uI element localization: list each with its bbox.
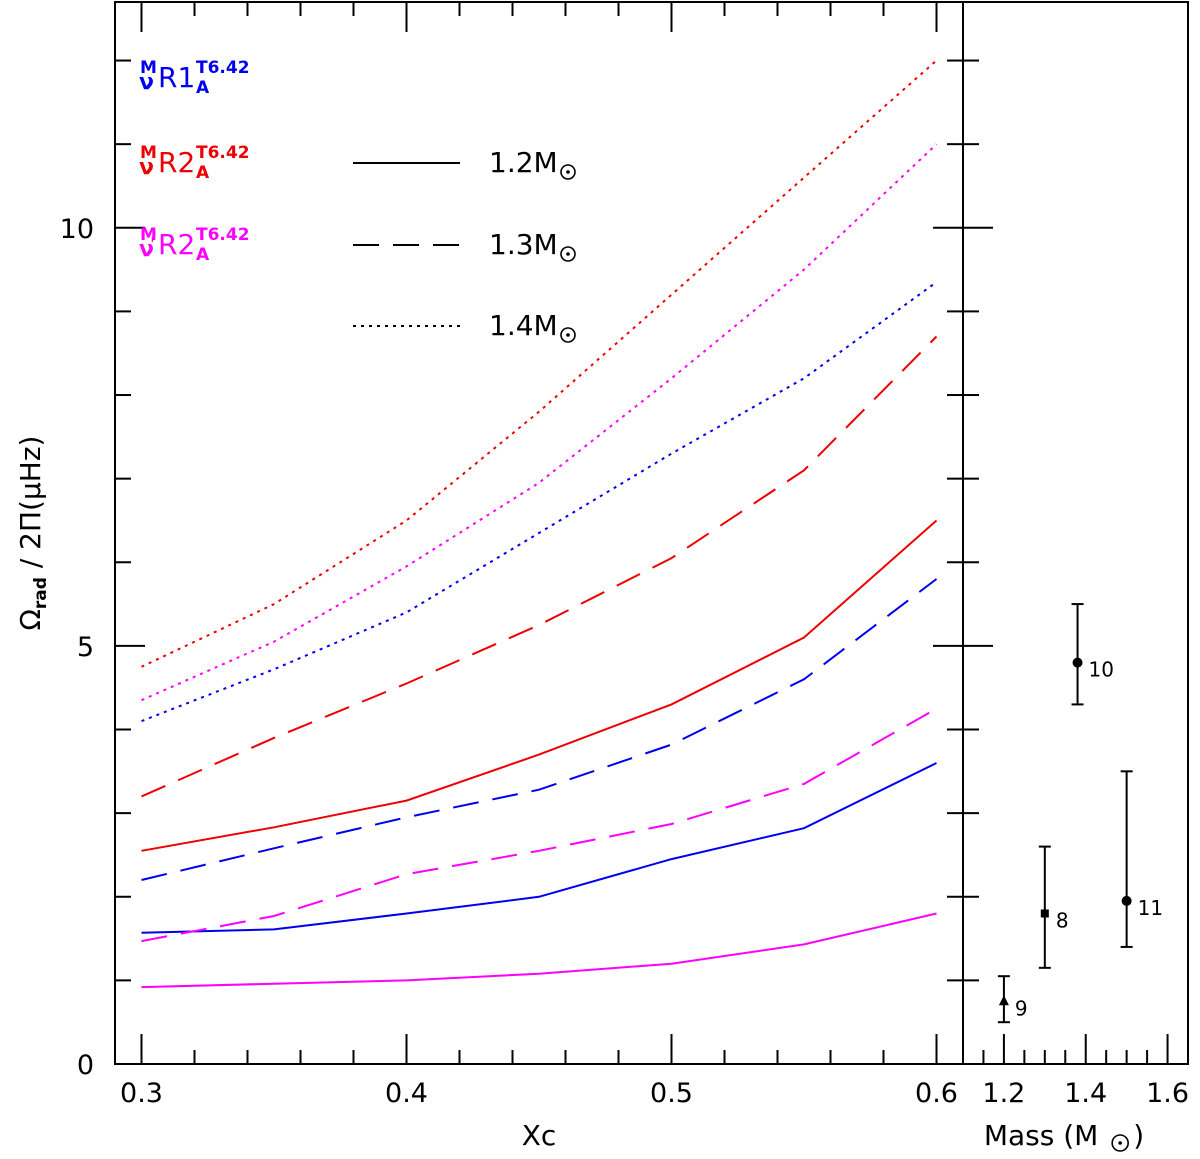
marker-circle: [1072, 657, 1083, 668]
marker-circle: [1121, 895, 1132, 906]
y-axis-sub: rad: [31, 577, 51, 609]
series-label-sup: T6.42: [196, 58, 250, 78]
sun-dot: [1118, 1141, 1122, 1145]
point-label: 9: [1015, 996, 1028, 1020]
x-tick-label: 0.3: [120, 1078, 163, 1109]
data-point-10: 10: [1071, 603, 1114, 706]
series-line-4: [141, 335, 938, 798]
left-x-tick-labels: 0.3 0.4 0.5 0.6: [120, 1078, 958, 1109]
legend-value: 1.2: [489, 146, 534, 179]
series-label-2: ν'M R2 T6.42A: [139, 225, 250, 265]
legend-entry-1: 1.3M: [353, 228, 576, 262]
mass-tick-label: 1.2: [982, 1078, 1025, 1109]
right-plot-frame: [962, 1, 1189, 1065]
legend-sun-icon: [560, 327, 576, 343]
series-label-0: νM R1 T6.42A: [139, 58, 250, 98]
legend-sun-icon: [560, 164, 576, 180]
mass-tick-label: 1.6: [1146, 1078, 1189, 1109]
right-axis-ticks: [963, 59, 1169, 1065]
marker-triangle: [998, 995, 1009, 1006]
series-label-sub: A: [196, 78, 210, 98]
mass-axis-close: ): [1133, 1119, 1144, 1152]
legend-value: 1.3: [489, 228, 534, 261]
y-axis-rest: / 2Π(μHz): [14, 436, 47, 578]
legend-entry-0: 1.2M: [353, 146, 576, 180]
x-tick-label: 0.4: [385, 1078, 428, 1109]
series-line-5: [141, 59, 938, 668]
legend-unit: M: [534, 228, 558, 261]
x-axis-title: Xc: [522, 1119, 557, 1152]
legend-label: 1.3M: [489, 228, 558, 261]
series-label-sup: T6.42: [196, 225, 250, 245]
sun-dot: [566, 170, 570, 174]
series-line-2: [141, 281, 938, 723]
y-axis-title: Ωrad / 2Π(μHz): [14, 436, 51, 631]
legend-entry-2: 1.4M: [353, 309, 576, 343]
series-label-nu: ν: [139, 155, 154, 180]
x-tick-label: 0.6: [915, 1078, 958, 1109]
y-axis-omega: Ω: [14, 609, 47, 630]
sun-ring: [1111, 1134, 1129, 1152]
series-line-8: [141, 143, 938, 702]
legend-value: 1.4: [489, 309, 534, 342]
mass-axis-sun-gap: [1124, 1119, 1133, 1152]
mass-axis-label: Mass (M: [984, 1119, 1098, 1152]
x-tick-label: 0.5: [650, 1078, 693, 1109]
sun-ring: [560, 327, 576, 343]
data-point-11: 11: [1120, 770, 1163, 948]
mass-axis-title: Mass (M ): [984, 1119, 1144, 1152]
series-label-name: R1: [158, 61, 195, 94]
series-label-prime: ': [150, 234, 155, 255]
legend-label: 1.2M: [489, 146, 558, 179]
y-tick-label: 10: [60, 214, 94, 245]
left-axis-ticks: [115, 2, 963, 1065]
series-label-1: νM R2 T6.42A: [139, 143, 250, 183]
legend-unit: M: [534, 146, 558, 179]
series-label-nu: ν: [139, 70, 154, 95]
data-point-9: 9: [997, 975, 1028, 1024]
y-tick-label: 0: [77, 1050, 94, 1081]
legend-label: 1.4M: [489, 309, 558, 342]
series-label-nu: ν: [139, 237, 154, 262]
series-label-name: R2: [158, 228, 195, 261]
legend-sun-icon: [560, 246, 576, 262]
legend: 1.2M1.3M1.4M: [353, 146, 576, 343]
right-panel: 1.2 1.4 1.6 9 8 10 11 Mass (M ): [962, 1, 1189, 1152]
marker-square: [1040, 909, 1049, 918]
mass-sun-icon: [1111, 1134, 1129, 1152]
mass-sun-symbol: [1111, 1134, 1129, 1152]
series-line-1: [141, 578, 938, 881]
series-label-sup-left: M: [140, 225, 157, 245]
sun-dot: [566, 252, 570, 256]
mass-tick-label: 1.4: [1064, 1078, 1107, 1109]
sun-dot: [566, 333, 570, 337]
scatter-points: 9 8 10 11: [997, 603, 1163, 1024]
series-label-sub: A: [196, 245, 210, 265]
series-label-name: R2: [158, 146, 195, 179]
series-line-3: [141, 519, 938, 852]
y-tick-label: 5: [77, 632, 94, 663]
point-label: 8: [1056, 908, 1069, 932]
data-point-8: 8: [1038, 845, 1069, 969]
series-line-0: [141, 762, 937, 934]
legend-unit: M: [534, 309, 558, 342]
series-label-sup-left: M: [140, 143, 157, 163]
series-label-sup: T6.42: [196, 143, 250, 163]
sun-ring: [560, 246, 576, 262]
series-label-sub: A: [196, 163, 210, 183]
series-lines: [141, 59, 938, 989]
series-line-6: [141, 912, 937, 989]
series-line-7: [141, 707, 937, 943]
point-label: 10: [1089, 658, 1114, 682]
point-label: 11: [1138, 896, 1163, 920]
right-x-tick-labels: 1.2 1.4 1.6: [982, 1078, 1189, 1109]
sun-ring: [560, 164, 576, 180]
left-y-tick-labels: 0 5 10: [60, 214, 94, 1081]
series-label-sup-left: M: [140, 58, 157, 78]
